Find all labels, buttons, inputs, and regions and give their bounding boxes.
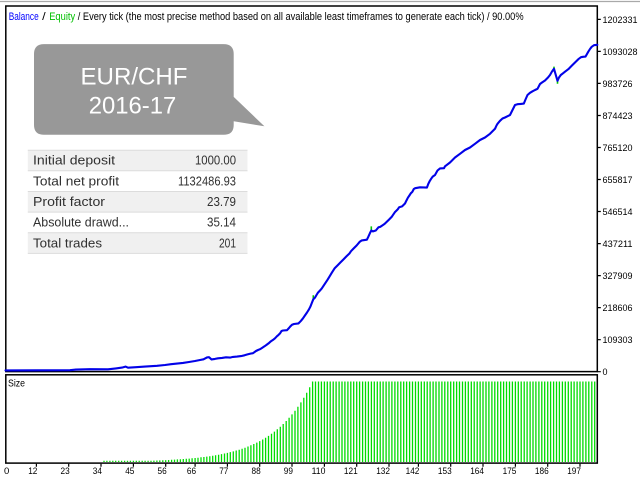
svg-text:EUR/CHF: EUR/CHF	[81, 64, 188, 91]
svg-text:56: 56	[158, 466, 167, 477]
svg-text:0: 0	[603, 367, 608, 378]
svg-text:153: 153	[438, 466, 452, 477]
svg-text:132: 132	[376, 466, 390, 477]
svg-text:77: 77	[219, 466, 228, 477]
svg-text:Total trades: Total trades	[33, 236, 102, 250]
svg-text:655817: 655817	[603, 175, 633, 186]
svg-text:Profit factor: Profit factor	[33, 195, 105, 209]
svg-text:142: 142	[406, 466, 420, 477]
svg-text:Initial deposit: Initial deposit	[33, 154, 116, 168]
svg-text:0: 0	[4, 466, 9, 477]
svg-text:99: 99	[284, 466, 293, 477]
svg-text:Absolute drawd...: Absolute drawd...	[33, 216, 129, 230]
svg-text:34: 34	[93, 466, 102, 477]
svg-text:983726: 983726	[603, 79, 633, 90]
svg-text:Balance / Equity / Every tick: Balance / Equity / Every tick (the most …	[9, 11, 524, 23]
svg-text:23: 23	[61, 466, 70, 477]
svg-text:437211: 437211	[603, 239, 633, 250]
svg-text:1000.00: 1000.00	[195, 154, 236, 168]
svg-text:765120: 765120	[603, 143, 633, 154]
svg-text:874423: 874423	[603, 111, 633, 122]
svg-text:201: 201	[219, 236, 236, 250]
svg-text:218606: 218606	[603, 303, 633, 314]
svg-text:23.79: 23.79	[207, 195, 236, 209]
svg-text:88: 88	[252, 466, 261, 477]
svg-text:1093028: 1093028	[603, 47, 638, 58]
svg-text:110: 110	[312, 466, 326, 477]
svg-text:327909: 327909	[603, 271, 633, 282]
svg-text:197: 197	[567, 466, 581, 477]
svg-text:546514: 546514	[603, 207, 633, 218]
svg-text:Total net profit: Total net profit	[33, 174, 120, 188]
svg-text:Size: Size	[8, 378, 25, 389]
svg-text:45: 45	[125, 466, 134, 477]
svg-text:1132486.93: 1132486.93	[178, 174, 236, 188]
svg-text:35.14: 35.14	[207, 216, 236, 230]
svg-text:2016-17: 2016-17	[89, 93, 177, 120]
svg-text:12: 12	[28, 466, 37, 477]
svg-text:121: 121	[344, 466, 358, 477]
svg-text:1202331: 1202331	[603, 15, 638, 26]
svg-text:175: 175	[503, 466, 517, 477]
svg-text:186: 186	[535, 466, 549, 477]
svg-text:109303: 109303	[603, 335, 633, 346]
svg-text:164: 164	[470, 466, 484, 477]
svg-text:66: 66	[187, 466, 196, 477]
